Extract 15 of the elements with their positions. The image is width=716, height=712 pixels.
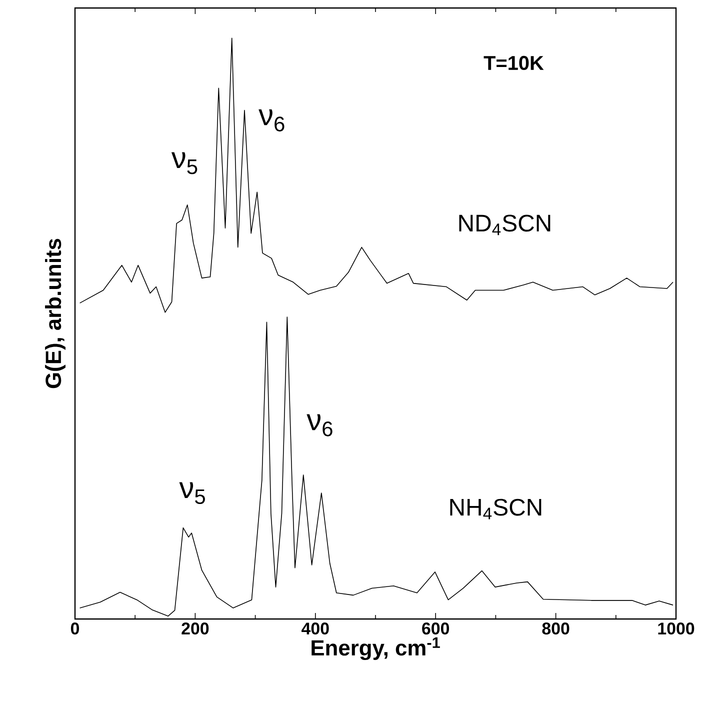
annotation: T=10K bbox=[484, 56, 544, 70]
y-axis-title: G(E), arb.units bbox=[45, 238, 66, 388]
x-tick-label: 200 bbox=[182, 622, 209, 635]
x-tick-label: 800 bbox=[542, 622, 570, 635]
annotation: ν$_{5}$ bbox=[171, 152, 198, 174]
x-tick-label: 1000 bbox=[658, 622, 694, 635]
text: NH$_{4}$SCN bbox=[450, 498, 542, 520]
annotation: ν$_{5}$ bbox=[179, 482, 205, 504]
text: ND$_{4}$SCN bbox=[459, 214, 550, 236]
x-tick-label: 600 bbox=[422, 622, 450, 635]
x-axis-title: Energy, cm$^{-1}$ bbox=[312, 637, 440, 660]
x-tick-label: 0 bbox=[70, 622, 80, 635]
annotation: ν$_{6}$ bbox=[258, 109, 284, 132]
annotation: ν$_{6}$ bbox=[306, 414, 332, 436]
x-tick-label: 400 bbox=[302, 622, 329, 635]
